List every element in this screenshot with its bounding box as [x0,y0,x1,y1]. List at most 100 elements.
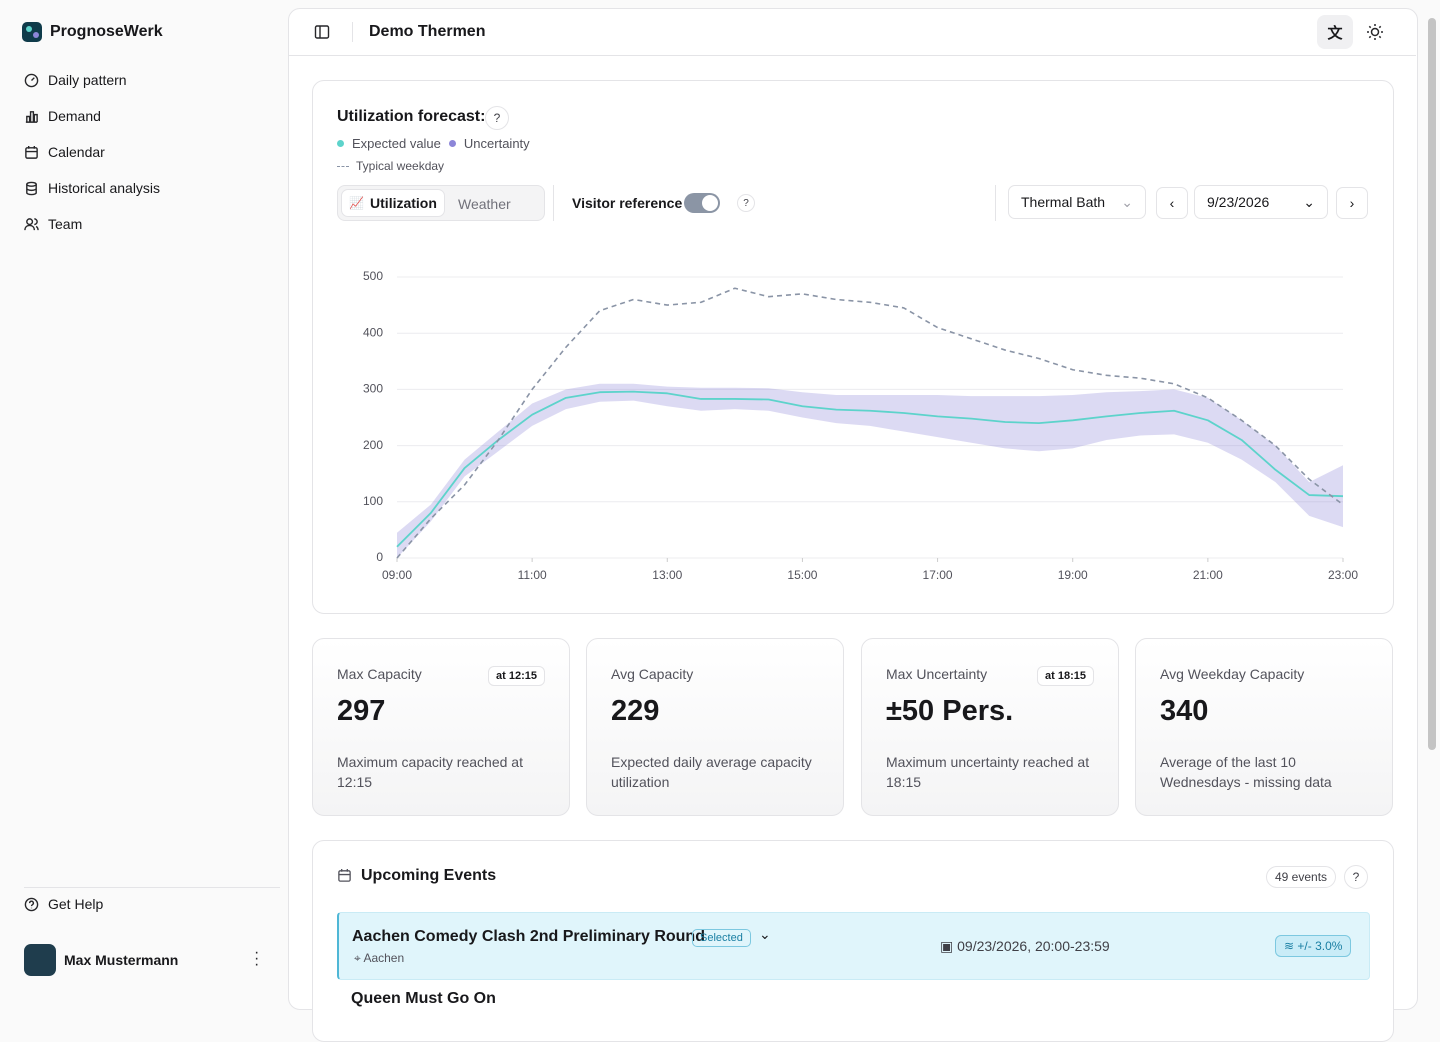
stat-label: Avg Capacity [611,666,694,682]
facility-select[interactable]: Thermal Bath ⌄ [1008,185,1146,219]
x-tick-label: 17:00 [923,568,953,582]
page: PrognoseWerk Daily pattern Demand Calend… [22,8,1436,1042]
chart-card [312,80,1394,614]
x-tick-label: 19:00 [1058,568,1088,582]
stat-badge: at 18:15 [1037,666,1094,686]
date-value: 9/23/2026 [1207,194,1270,210]
tab-group: 📈 Utilization Weather [337,185,545,221]
stat-badge: at 12:15 [488,666,545,686]
help-label: Get Help [48,896,104,912]
stat-card: Max Capacity at 12:15 297 Maximum capacity … [312,638,570,816]
stat-card: Max Uncertainty at 18:15 ±50 Pers. Maximum … [861,638,1119,816]
sidebar-toggle[interactable] [314,24,330,40]
stat-note: Maximum capacity reached at 12:15 [337,754,523,790]
page-title: Demo Thermen [369,23,486,40]
x-tick-label: 09:00 [382,568,412,582]
legend-label: Typical weekday [356,159,445,173]
stat-value: 297 [337,695,386,727]
legend: Expected value Uncertainty [337,136,530,151]
toggle[interactable] [684,193,720,213]
legend-label: Expected value [352,136,441,151]
events-icon [338,868,351,882]
help-button[interactable]: ? [1344,865,1368,889]
tab[interactable]: 📈 Utilization [341,189,445,217]
help-button[interactable]: ? [485,106,509,130]
y-tick-label: 0 [376,550,383,564]
chart: 0 100 200 300 400 500 09:00 11:00 13:00 15:00 17:0… [363,269,1358,582]
nav-item[interactable]: Demand [24,108,101,124]
divider [24,887,280,888]
prev-day[interactable]: ‹ [1156,187,1188,219]
theme-button[interactable] [1366,23,1384,41]
toggle-label: Visitor reference [572,195,683,211]
change-text: +/- 3.0% [1297,939,1343,953]
stat-note: Expected daily average capacity utilizat… [611,754,812,790]
y-tick-label: 300 [363,382,383,396]
event-title: Aachen Comedy Clash 2nd Preliminary Roun… [352,928,705,945]
nav-label: Historical analysis [48,180,161,196]
forecast-line [396,390,1344,548]
divider [995,185,996,221]
event-row[interactable]: Aachen Comedy Clash 2nd Preliminary Roun… [337,912,1370,980]
divider [352,22,353,42]
facility-value: Thermal Bath [1021,194,1106,210]
date-select[interactable]: 9/23/2026 ⌄ [1194,185,1328,219]
y-tick-label: 200 [363,438,383,452]
header-divider [288,55,1416,56]
user-menu[interactable]: · · · [254,944,260,973]
nav-item[interactable]: Daily pattern [24,72,127,88]
brand: PrognoseWerk [50,23,163,40]
nav-item[interactable]: Historical analysis [24,180,160,196]
x-tick-label: 23:00 [1328,568,1358,582]
reference-line [396,287,1344,559]
stat-label: Max Capacity [337,666,422,682]
stat-label: Avg Weekday Capacity [1160,666,1305,682]
uncertainty-band [397,383,1343,558]
date-text: 09/23/2026, 20:00-23:59 [957,938,1110,954]
stat-value: 340 [1160,695,1209,727]
expand[interactable]: ⌄ [759,926,771,942]
stat-card: Avg Weekday Capacity 340 Average of the la… [1135,638,1393,816]
divider [553,185,554,221]
language-button[interactable]: 文 [1317,15,1353,49]
nav-label: Team [48,216,83,232]
events-title: Upcoming Events [361,867,497,884]
stat-value: ±50 Pers. [886,695,1014,727]
stat-note: Maximum uncertainty reached at 18:15 [886,754,1090,790]
stat-label: Max Uncertainty [886,666,988,682]
help-button[interactable]: ? [737,194,755,212]
legend-swatch [337,165,349,167]
event-change: ≋ +/- 3.0% [1275,935,1352,957]
scrollbar[interactable] [1428,18,1436,750]
tab-label: Utilization [370,195,437,211]
tab[interactable]: Weather [458,196,511,212]
next-day[interactable]: › [1336,187,1368,219]
y-tick-label: 500 [363,269,383,283]
nav-item[interactable]: Calendar [24,144,105,160]
avatar[interactable] [24,944,56,976]
stat-note: Average of the last 10 Wednesdays - miss… [1160,754,1332,790]
x-tick-label: 21:00 [1193,568,1223,582]
user-name: Max Mustermann [64,952,179,968]
event-title: Queen Must Go On [351,990,496,1007]
event-badge: Selected [692,929,751,947]
help-link[interactable]: Get Help [24,896,103,912]
x-tick-label: 13:00 [652,568,682,582]
event-location: ⌖ Aachen [354,951,405,965]
x-tick-label: 15:00 [787,568,817,582]
chart-title: Utilization forecast: [337,108,486,125]
nav-item[interactable]: Team [24,216,82,232]
event-date: ▣ 09/23/2026, 20:00-23:59 [940,938,1110,954]
tab-label: Weather [458,196,511,212]
legend: Typical weekday [337,159,444,173]
legend-swatch [448,140,456,147]
location-text: Aachen [363,951,405,965]
stat-value: 229 [611,695,660,727]
nav-label: Calendar [48,144,105,160]
nav-label: Daily pattern [48,72,127,88]
stat-card: Avg Capacity 229 Expected daily average ca… [586,638,844,816]
x-tick-label: 11:00 [518,568,547,582]
legend-label: Uncertainty [463,136,530,151]
y-tick-label: 100 [363,494,383,508]
nav-label: Demand [48,108,101,124]
